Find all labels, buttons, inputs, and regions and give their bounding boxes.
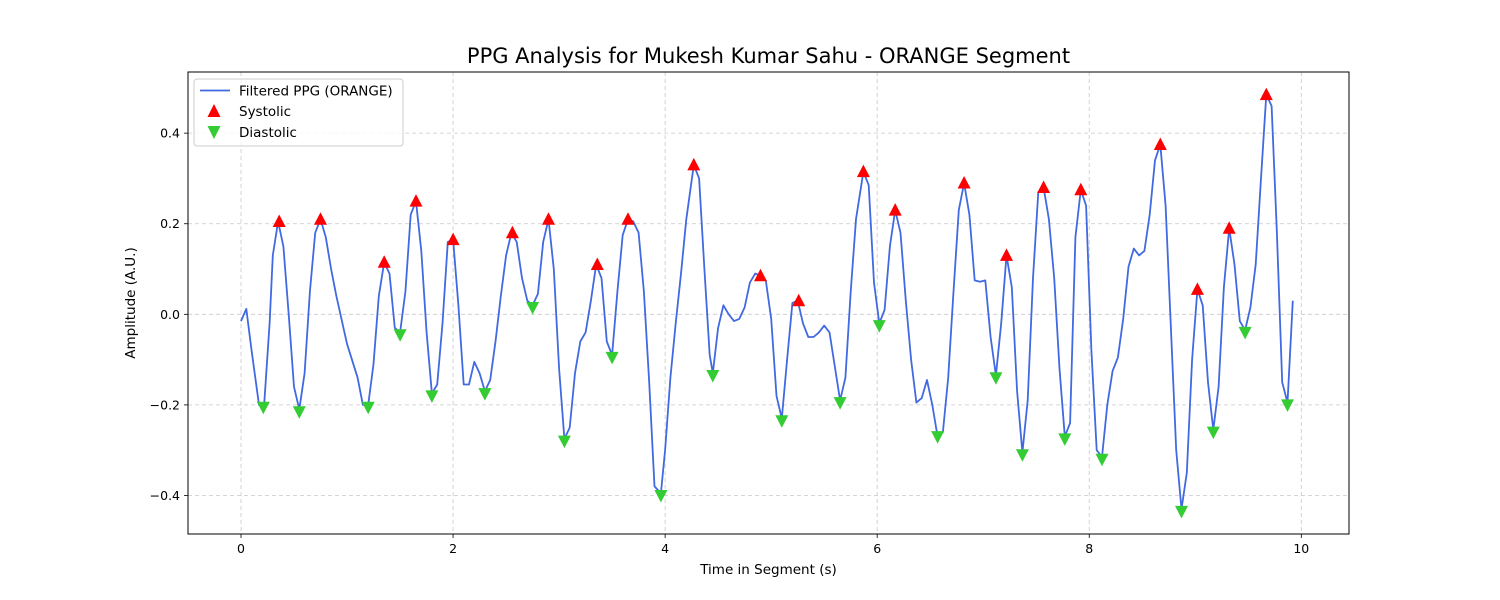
x-tick-label: 0 xyxy=(237,541,245,556)
systolic-peak-marker xyxy=(1000,248,1013,261)
chart-title: PPG Analysis for Mukesh Kumar Sahu - ORA… xyxy=(467,44,1070,68)
plot-area-frame xyxy=(187,71,1350,535)
diastolic-trough-marker xyxy=(1095,453,1109,467)
diastolic-trough-marker xyxy=(425,390,439,403)
systolic-peak-marker xyxy=(1074,182,1088,196)
diastolic-trough-marker xyxy=(1238,326,1252,340)
ppg-signal-line xyxy=(240,93,1294,511)
diastolic-trough-marker xyxy=(557,435,571,449)
systolic-peak-marker xyxy=(1153,137,1167,150)
legend-label-filtered: Filtered PPG (ORANGE) xyxy=(239,84,393,100)
diastolic-trough-marker xyxy=(292,406,306,419)
diastolic-trough-marker xyxy=(706,370,720,383)
systolic-peak-marker xyxy=(1037,180,1051,193)
diastolic-trough-marker xyxy=(775,415,789,428)
legend-label-diastolic: Diastolic xyxy=(239,125,297,141)
systolic-peak-marker xyxy=(1222,221,1236,234)
legend-diastolic-marker xyxy=(207,126,221,139)
y-tick-label: 0.0 xyxy=(160,307,180,322)
systolic-peak-marker xyxy=(542,212,555,225)
systolic-peak-marker xyxy=(314,212,327,225)
x-tick-label: 2 xyxy=(449,541,457,556)
diastolic-trough-marker xyxy=(1058,433,1072,446)
diastolic-trough-marker xyxy=(605,351,619,365)
systolic-peak-marker xyxy=(792,293,806,307)
y-tick-label: 0.2 xyxy=(160,216,180,231)
diastolic-trough-marker xyxy=(478,388,492,401)
diastolic-trough-marker xyxy=(1015,449,1029,462)
systolic-peak-marker xyxy=(409,194,423,207)
diastolic-trough-marker xyxy=(256,401,270,415)
diastolic-trough-marker xyxy=(872,320,886,333)
systolic-peak-marker xyxy=(1190,282,1204,295)
systolic-peak-marker xyxy=(621,212,635,225)
legend-box xyxy=(193,78,404,147)
systolic-peak-marker xyxy=(754,268,767,282)
diastolic-trough-marker xyxy=(393,329,407,342)
x-axis: 0 2 4 6 8 10 xyxy=(237,534,1309,556)
systolic-peak-marker xyxy=(856,164,870,178)
diastolic-trough-marker xyxy=(1281,399,1294,412)
diastolic-trough-marker xyxy=(526,302,540,315)
diastolic-trough-marker xyxy=(931,431,945,444)
diastolic-trough-marker xyxy=(1206,426,1220,440)
y-axis: −0.4 −0.2 0.0 0.2 0.4 xyxy=(150,126,188,503)
legend-label-systolic: Systolic xyxy=(239,104,291,120)
diastolic-trough-marker xyxy=(361,401,375,415)
x-axis-label: Time in Segment (s) xyxy=(699,562,837,578)
plot-series xyxy=(240,87,1294,519)
x-tick-label: 6 xyxy=(873,541,881,556)
diastolic-trough-marker xyxy=(833,397,847,410)
y-axis-label: Amplitude (A.U.) xyxy=(123,247,139,358)
legend: Filtered PPG (ORANGE) Systolic Diastolic xyxy=(193,78,404,147)
x-tick-label: 8 xyxy=(1085,541,1093,556)
systolic-peak-marker xyxy=(505,225,519,239)
systolic-peak-marker xyxy=(687,157,701,171)
systolic-peak-marker xyxy=(888,203,902,216)
y-tick-label: 0.4 xyxy=(160,126,180,141)
systolic-peak-marker xyxy=(272,214,286,227)
x-tick-label: 4 xyxy=(661,541,669,556)
systolic-peak-marker xyxy=(590,257,604,270)
diastolic-trough-marker xyxy=(989,372,1003,385)
gridlines xyxy=(188,72,1349,534)
diastolic-trough-marker xyxy=(1175,505,1188,519)
systolic-peak-marker xyxy=(957,176,971,189)
y-tick-label: −0.2 xyxy=(150,397,180,412)
systolic-peak-marker xyxy=(1259,87,1273,101)
x-tick-label: 10 xyxy=(1293,541,1309,556)
legend-systolic-marker xyxy=(207,104,221,117)
systolic-peak-marker xyxy=(446,232,460,246)
systolic-peak-marker xyxy=(377,255,391,268)
y-tick-label: −0.4 xyxy=(150,488,180,503)
diastolic-trough-marker xyxy=(654,490,668,503)
